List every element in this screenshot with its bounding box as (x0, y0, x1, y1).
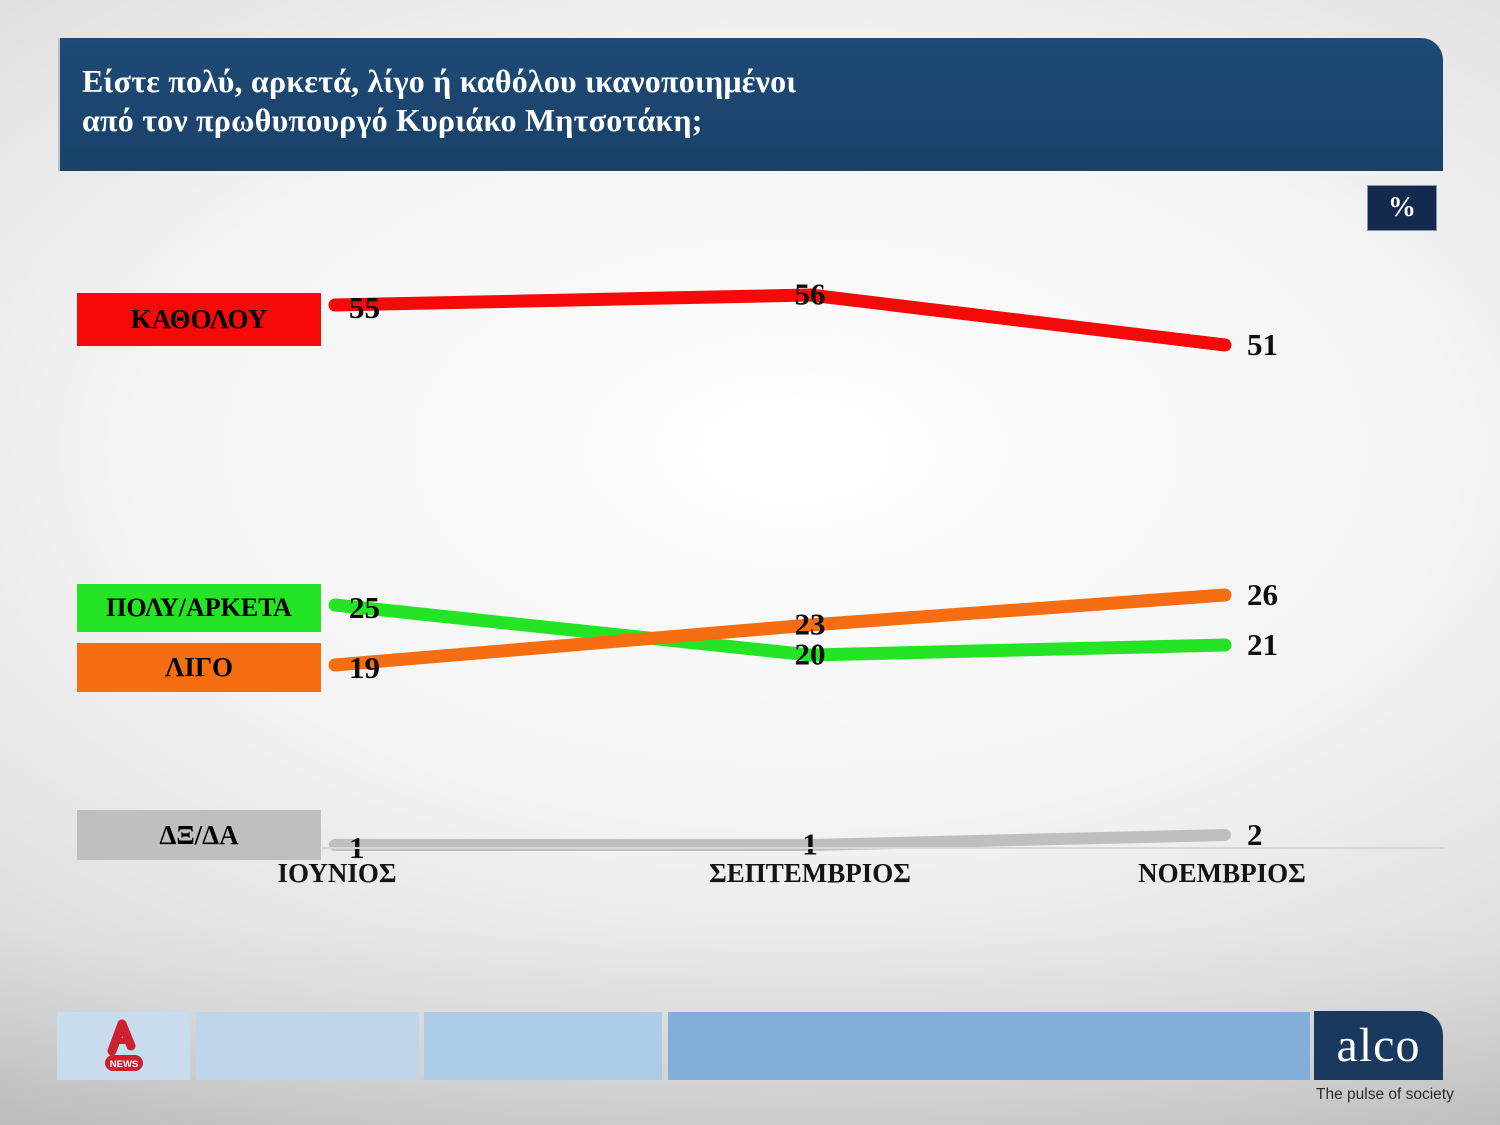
page-title-line2: από τον πρωθυπουργό Κυριάκο Μητσοτάκη; (82, 102, 703, 138)
footer-bar-4 (668, 1012, 1310, 1080)
legend-poly-arketa-label: ΠΟΛΥ/ΑΡΚΕΤΑ (106, 593, 292, 622)
alco-logo: alco (1314, 1011, 1443, 1080)
legend-katholou: ΚΑΘΟΛΟΥ (77, 293, 321, 346)
percent-badge: % (1367, 185, 1437, 231)
footer-bar-2 (196, 1012, 419, 1080)
alpha-news-logo-icon: NEWS (104, 1019, 143, 1071)
legend-katholou-label: ΚΑΘΟΛΟΥ (130, 304, 268, 334)
legend-dx-da-label: ΔΞ/ΔΑ (159, 819, 239, 850)
series-line-3 (329, 829, 1231, 851)
svg-text:NEWS: NEWS (109, 1059, 138, 1070)
title-banner: Είστε πολύ, αρκετά, λίγο ή καθόλου ικανο… (58, 38, 1443, 171)
legend-ligo: ΛΙΓΟ (77, 643, 321, 692)
legend-poly-arketa: ΠΟΛΥ/ΑΡΚΕΤΑ (77, 584, 321, 632)
footer-bar-3 (424, 1012, 662, 1080)
x-tick-november: ΝΟΕΜΒΡΙΟΣ (1138, 858, 1306, 888)
legend-dx-da: ΔΞ/ΔΑ (77, 810, 321, 860)
x-tick-september: ΣΕΠΤΕΜΒΡΙΟΣ (709, 858, 911, 888)
footer-bar-alpha: NEWS (57, 1012, 190, 1080)
legend-ligo-label: ΛΙΓΟ (164, 652, 234, 682)
alco-logo-text: alco (1336, 1019, 1421, 1072)
alco-tagline: The pulse of society (1316, 1086, 1454, 1103)
x-tick-june: ΙΟΥΝΙΟΣ (277, 858, 397, 888)
series-line-1 (328, 598, 1232, 662)
x-axis-line (322, 847, 1444, 849)
series-line-2 (328, 588, 1232, 672)
page-title-line1: Είστε πολύ, αρκετά, λίγο ή καθόλου ικανο… (82, 63, 797, 99)
series-line-0 (328, 288, 1232, 352)
